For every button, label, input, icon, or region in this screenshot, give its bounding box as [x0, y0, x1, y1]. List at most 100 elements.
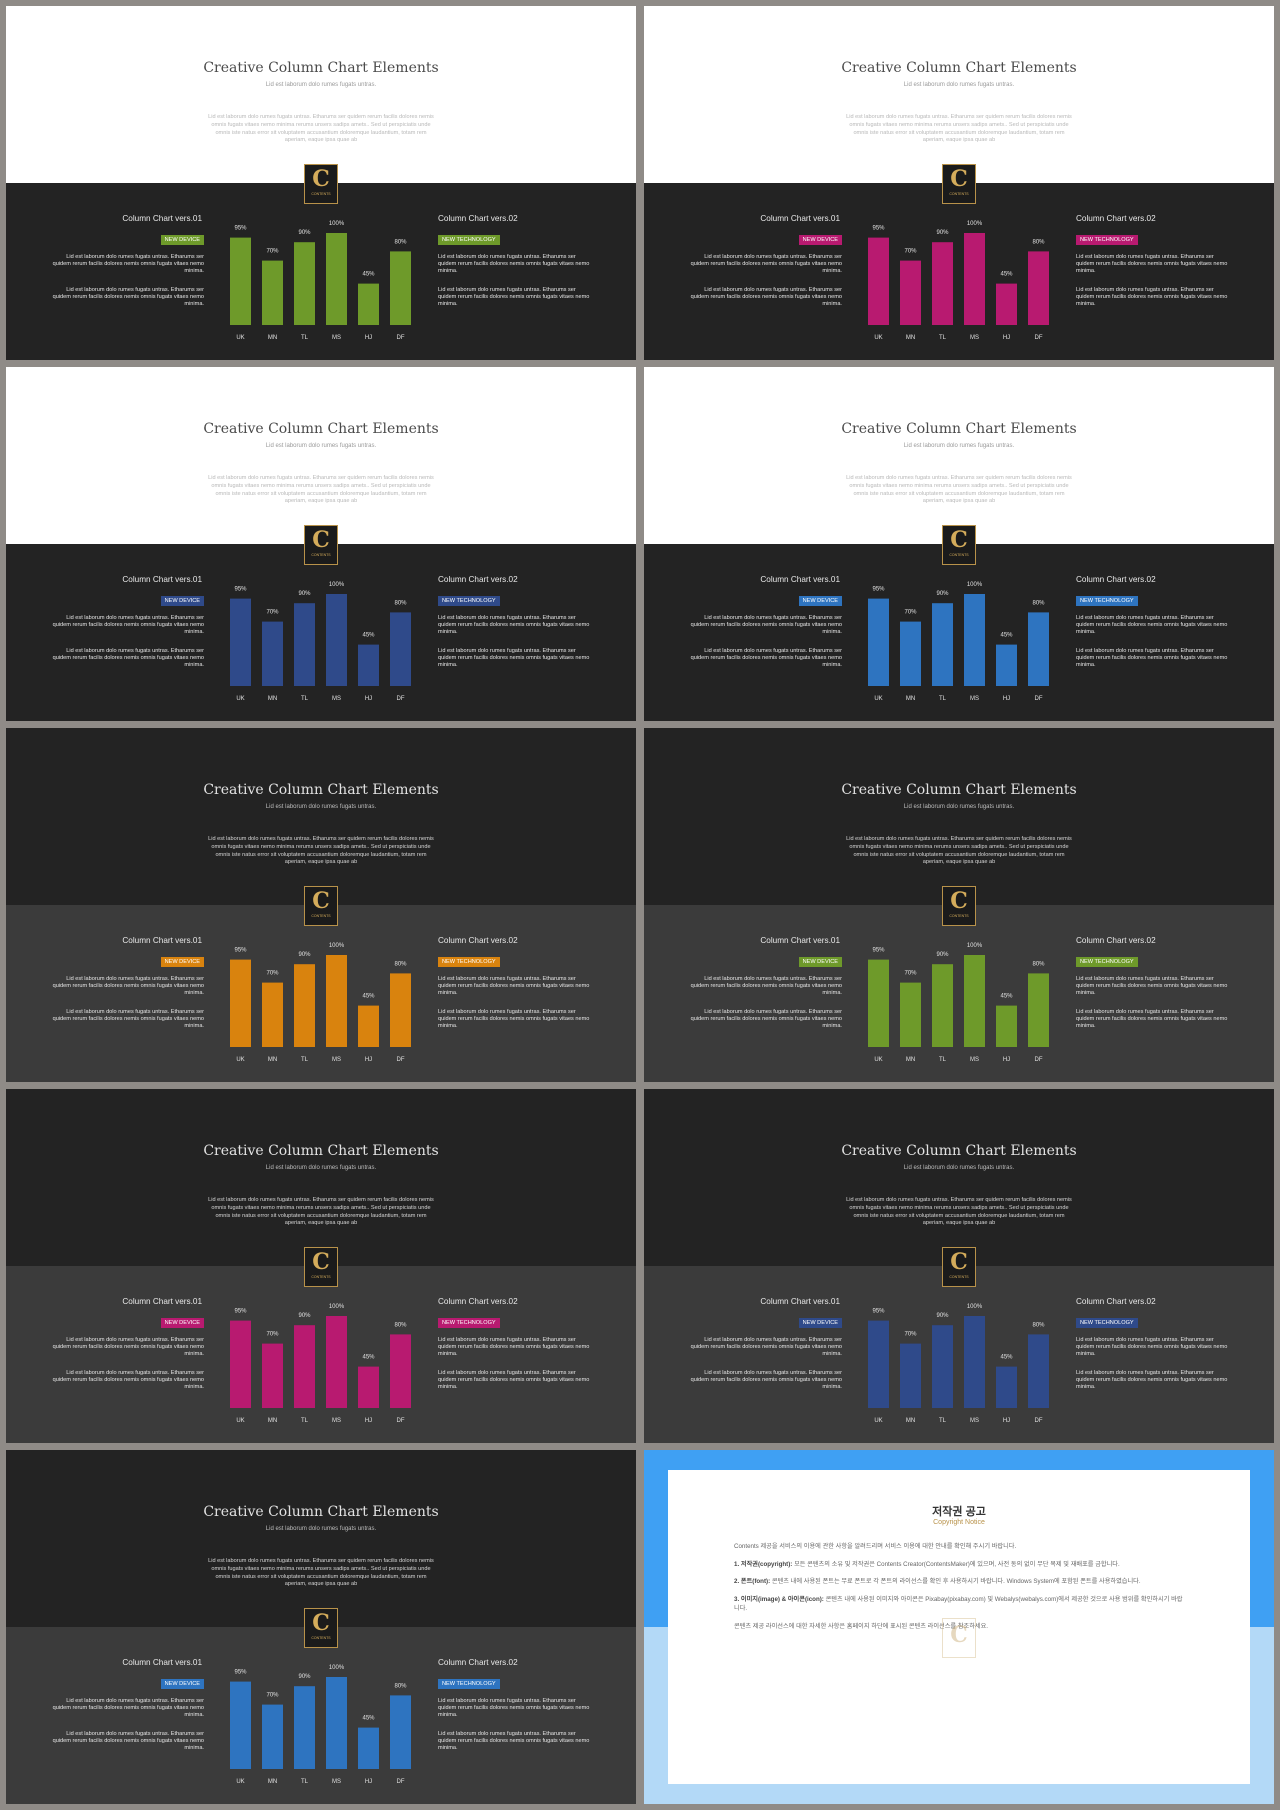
- slide-description: Lid est laborum dolo rumes fugats untras…: [208, 1558, 434, 1588]
- bar-value-label: 45%: [362, 1355, 375, 1361]
- category-tick-label: MS: [332, 1057, 341, 1063]
- logo-text: CONTENTS: [311, 553, 331, 557]
- bar-hj: [358, 283, 379, 325]
- bar-ms: [964, 233, 985, 325]
- bar-tl: [294, 1686, 315, 1769]
- bar-uk: [868, 1320, 889, 1408]
- left-column-title: Column Chart vers.01: [122, 214, 202, 223]
- slide-description: Lid est laborum dolo rumes fugats untras…: [208, 475, 434, 505]
- bar-value-label: 45%: [1000, 633, 1013, 639]
- left-paragraph-1: Lid est laborum dolo rumes fugats untras…: [52, 254, 204, 274]
- bar-tl: [932, 1325, 953, 1408]
- left-info-block: Column Chart vers.01 NEW DEVICE Lid est la…: [48, 544, 204, 721]
- category-tick-label: MN: [906, 1418, 915, 1424]
- category-tick-label: MN: [906, 696, 915, 702]
- chart-slide: Creative Column Chart Elements Lid est la…: [644, 728, 1274, 1082]
- brand-logo: C CONTENTS: [942, 164, 976, 204]
- left-tag-badge: NEW DEVICE: [160, 596, 204, 606]
- left-tag-badge: NEW DEVICE: [798, 957, 842, 967]
- bar-df: [390, 612, 411, 686]
- slide-chart-panel: [6, 1627, 636, 1804]
- bar-uk: [230, 959, 251, 1047]
- slide-subtitle: Lid est laborum dolo rumes fugats untras…: [903, 1165, 1015, 1171]
- brand-logo: C CONTENTS: [304, 1608, 338, 1648]
- category-tick-label: UK: [236, 1057, 244, 1063]
- bar-ms: [326, 1677, 347, 1769]
- left-info-block: Column Chart vers.01 NEW DEVICE Lid est la…: [686, 1266, 842, 1443]
- left-paragraph-1: Lid est laborum dolo rumes fugats untras…: [690, 254, 842, 274]
- left-info-block: Column Chart vers.01 NEW DEVICE Lid est la…: [48, 183, 204, 360]
- copyright-item-heading: 1. 저작권(copyright):: [734, 1560, 793, 1568]
- right-column-title: Column Chart vers.02: [438, 1297, 518, 1306]
- bar-ms: [326, 1316, 347, 1408]
- slide-header-panel: [6, 1089, 636, 1266]
- bar-mn: [262, 1704, 283, 1769]
- left-paragraph-2: Lid est laborum dolo rumes fugats untras…: [690, 287, 842, 307]
- slide-header-panel: [644, 1089, 1274, 1266]
- column-chart: 95% UK 70% MN 90% TL 100% MS 45% HJ 80% DF: [868, 221, 1049, 341]
- logo-letter: C: [312, 888, 330, 914]
- logo-text: CONTENTS: [949, 192, 969, 196]
- copyright-item-text: 콘텐츠 내에 사용된 이미지와 아이콘은 Pixabay(pixabay.com…: [734, 1595, 1183, 1613]
- left-info-block: Column Chart vers.01 NEW DEVICE Lid est la…: [686, 544, 842, 721]
- bar-value-label: 90%: [298, 591, 311, 597]
- logo-text: CONTENTS: [949, 914, 969, 918]
- right-tag-badge: NEW TECHNOLOGY: [1076, 235, 1138, 245]
- bar-value-label: 70%: [904, 249, 917, 255]
- bar-value-label: 100%: [329, 221, 345, 227]
- bar-df: [1028, 973, 1049, 1047]
- category-tick-label: MN: [268, 1057, 277, 1063]
- left-paragraph-1: Lid est laborum dolo rumes fugats untras…: [52, 1337, 204, 1357]
- bar-value-label: 70%: [266, 1332, 279, 1338]
- slide-header-panel: [644, 367, 1274, 544]
- bar-value-label: 95%: [234, 948, 247, 954]
- chart-slide: Creative Column Chart Elements Lid est la…: [644, 1089, 1274, 1443]
- bar-mn: [900, 260, 921, 325]
- slide-subtitle: Lid est laborum dolo rumes fugats untras…: [265, 804, 377, 810]
- bar-value-label: 100%: [329, 1304, 345, 1310]
- left-paragraph-2: Lid est laborum dolo rumes fugats untras…: [690, 1009, 842, 1029]
- category-tick-label: DF: [397, 1418, 405, 1424]
- bar-value-label: 80%: [1032, 239, 1045, 245]
- brand-logo: C CONTENTS: [304, 886, 338, 926]
- slide-title: Creative Column Chart Elements: [203, 60, 439, 76]
- slide-description: Lid est laborum dolo rumes fugats untras…: [846, 114, 1072, 144]
- bar-tl: [294, 603, 315, 686]
- category-tick-label: MS: [332, 1418, 341, 1424]
- logo-text: CONTENTS: [311, 1275, 331, 1279]
- right-info-block: Column Chart vers.02 NEW TECHNOLOGY Lid es…: [1076, 905, 1232, 1082]
- logo-letter: C: [950, 888, 968, 914]
- bar-ms: [964, 1316, 985, 1408]
- logo-text: CONTENTS: [311, 1636, 331, 1640]
- bar-value-label: 100%: [967, 1304, 983, 1310]
- slide-subtitle: Lid est laborum dolo rumes fugats untras…: [265, 82, 377, 88]
- bar-value-label: 80%: [1032, 1322, 1045, 1328]
- slide-header-panel: [6, 6, 636, 183]
- right-column-title: Column Chart vers.02: [438, 1658, 518, 1667]
- category-tick-label: MS: [970, 1057, 979, 1063]
- left-info-block: Column Chart vers.01 NEW DEVICE Lid est la…: [48, 1266, 204, 1443]
- bar-uk: [868, 237, 889, 325]
- left-tag-badge: NEW DEVICE: [798, 596, 842, 606]
- slide-header-panel: [644, 728, 1274, 905]
- copyright-item-1: 1. 저작권(copyright): 모든 콘텐츠의 소유 및 저작권은 Con…: [734, 1560, 1184, 1570]
- chart-slide: Creative Column Chart Elements Lid est la…: [644, 6, 1274, 360]
- left-column-title: Column Chart vers.01: [122, 936, 202, 945]
- category-tick-label: TL: [939, 1418, 947, 1424]
- slide-description: Lid est laborum dolo rumes fugats untras…: [846, 836, 1072, 866]
- bar-value-label: 95%: [872, 226, 885, 232]
- category-tick-label: TL: [301, 1418, 309, 1424]
- slide-title: Creative Column Chart Elements: [841, 1143, 1077, 1159]
- right-paragraph-2: Lid est laborum dolo rumes fugats untras…: [438, 287, 590, 307]
- brand-logo: C CONTENTS: [942, 525, 976, 565]
- category-tick-label: MN: [268, 696, 277, 702]
- brand-logo: C CONTENTS: [942, 1247, 976, 1287]
- category-tick-label: TL: [939, 335, 947, 341]
- bar-df: [1028, 251, 1049, 325]
- right-column-title: Column Chart vers.02: [438, 936, 518, 945]
- slide-header-panel: [6, 728, 636, 905]
- right-paragraph-1: Lid est laborum dolo rumes fugats untras…: [438, 615, 590, 635]
- right-info-block: Column Chart vers.02 NEW TECHNOLOGY Lid es…: [1076, 183, 1232, 360]
- bar-value-label: 80%: [394, 1683, 407, 1689]
- brand-logo: C CONTENTS: [304, 1247, 338, 1287]
